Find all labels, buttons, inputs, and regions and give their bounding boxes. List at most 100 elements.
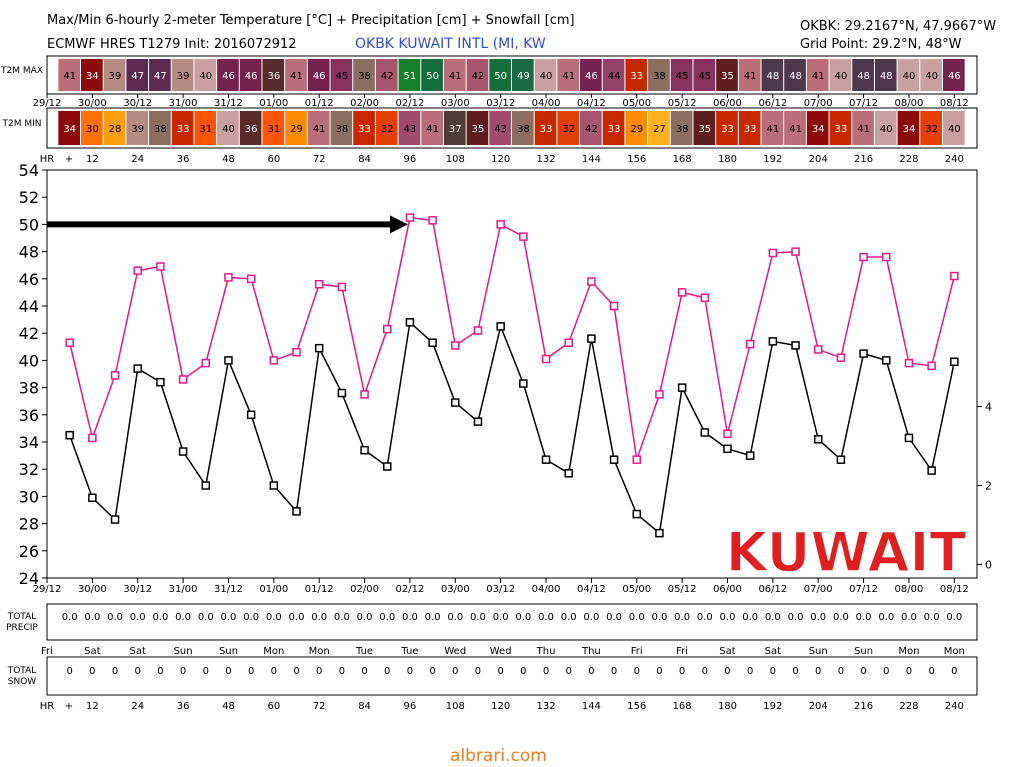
hr-tick-label: + bbox=[65, 154, 73, 165]
strip-top-date-tick-label: 07/12 bbox=[849, 98, 878, 109]
hr-bottom-tick-label: 180 bbox=[718, 701, 737, 712]
snow-value: 0 bbox=[543, 666, 549, 677]
t2m-min-cell bbox=[103, 111, 126, 145]
precip-value: 0.0 bbox=[924, 612, 940, 623]
plot-bottom-date-tick-label: 02/00 bbox=[350, 584, 379, 595]
t2m-min-cell bbox=[738, 111, 761, 145]
max-temperature-point bbox=[587, 277, 596, 286]
t2m-max-cell-value: 40 bbox=[199, 71, 212, 82]
snow-value: 0 bbox=[770, 666, 776, 677]
right-y-tick-label: 0 bbox=[985, 558, 992, 571]
precip-value: 0.0 bbox=[878, 612, 894, 623]
max-temperature-point bbox=[360, 390, 369, 399]
min-temperature-point bbox=[791, 341, 800, 350]
strip-top-date-tick-label: 08/12 bbox=[940, 98, 969, 109]
plot-bottom-date-tick-label: 03/00 bbox=[441, 584, 470, 595]
max-temperature-point bbox=[813, 345, 823, 354]
t2m-max-cell bbox=[693, 59, 716, 91]
y-tick-label: 24 bbox=[19, 569, 39, 588]
hr-tick-label: 132 bbox=[536, 154, 555, 165]
min-temperature-point bbox=[314, 343, 324, 353]
max-temperature-point bbox=[564, 338, 573, 347]
snow-value: 0 bbox=[656, 666, 662, 677]
precip-value: 0.0 bbox=[221, 612, 237, 623]
min-temperature-point bbox=[451, 398, 460, 407]
plot-bottom-date-tick-label: 05/00 bbox=[622, 584, 651, 595]
day-label: Sun bbox=[174, 646, 193, 657]
t2m-max-cell bbox=[126, 59, 149, 91]
hr-tick-label: 48 bbox=[222, 154, 235, 165]
t2m-min-cell-value: 42 bbox=[585, 124, 598, 135]
precip-value: 0.0 bbox=[84, 612, 100, 623]
t2m-max-cell bbox=[443, 59, 466, 91]
t2m-max-cell bbox=[398, 59, 421, 91]
precip-value: 0.0 bbox=[674, 612, 690, 623]
t2m-max-cell bbox=[330, 59, 353, 91]
min-temperature-point bbox=[745, 451, 755, 460]
hr-tick-label: 216 bbox=[854, 154, 873, 165]
t2m-max-cell-value: 39 bbox=[109, 71, 122, 82]
max-temperature-point bbox=[609, 301, 619, 311]
t2m-min-cell-value: 38 bbox=[517, 124, 530, 135]
strip-top-date-tick-label: 06/00 bbox=[713, 98, 742, 109]
y-tick-label: 44 bbox=[19, 297, 39, 316]
day-label: Wed bbox=[490, 646, 512, 657]
min-temperature-point bbox=[156, 377, 165, 387]
snow-value: 0 bbox=[588, 666, 594, 677]
t2m-min-cell-value: 34 bbox=[903, 124, 916, 135]
t2m-max-cell-value: 45 bbox=[676, 71, 689, 82]
hr-tick-label: 168 bbox=[673, 154, 692, 165]
max-temperature-point bbox=[65, 338, 74, 347]
snow-value: 0 bbox=[203, 666, 209, 677]
hr-bottom-tick-label: 168 bbox=[673, 701, 692, 712]
precip-value: 0.0 bbox=[651, 612, 667, 623]
y-tick-label: 46 bbox=[19, 270, 39, 289]
y-tick-label: 38 bbox=[19, 379, 39, 398]
strip-top-date-tick-label: 01/00 bbox=[259, 98, 288, 109]
snow-value: 0 bbox=[883, 666, 889, 677]
t2m-min-cell bbox=[648, 111, 670, 145]
t2m-min-cell bbox=[602, 111, 625, 145]
t2m-min-cell-value: 43 bbox=[494, 124, 507, 135]
snow-value: 0 bbox=[452, 666, 458, 677]
precip-value: 0.0 bbox=[765, 612, 781, 623]
t2m-max-cell bbox=[829, 59, 852, 91]
t2m-min-cell-value: 33 bbox=[744, 124, 757, 135]
hr-tick-label: 192 bbox=[763, 154, 782, 165]
t2m-min-cell bbox=[375, 111, 398, 145]
t2m-min-cell-value: 40 bbox=[222, 124, 235, 135]
t2m-min-cell bbox=[897, 111, 920, 145]
max-temperature-point bbox=[224, 273, 233, 282]
t2m-min-cell bbox=[194, 111, 217, 145]
t2m-min-cell-value: 33 bbox=[835, 124, 848, 135]
precip-value: 0.0 bbox=[311, 612, 327, 623]
snow-value: 0 bbox=[906, 666, 912, 677]
max-temperature-point bbox=[133, 266, 142, 275]
max-temperature-point bbox=[882, 252, 891, 262]
t2m-min-cell-value: 33 bbox=[721, 124, 734, 135]
snow-value: 0 bbox=[815, 666, 821, 677]
plot-bottom-date-tick-label: 30/12 bbox=[123, 584, 152, 595]
day-label: Sun bbox=[854, 646, 873, 657]
t2m-min-cell bbox=[285, 111, 307, 145]
hr-row-label: HR bbox=[40, 154, 55, 165]
t2m-max-cell bbox=[466, 59, 489, 91]
min-temperature-line bbox=[68, 320, 956, 535]
snow-value: 0 bbox=[407, 666, 413, 677]
max-temperature-point bbox=[791, 247, 800, 256]
t2m-min-cell bbox=[58, 111, 81, 145]
t2m-max-cell-value: 41 bbox=[63, 71, 76, 82]
t2m-max-cell-value: 45 bbox=[336, 71, 349, 82]
t2m-min-cell bbox=[421, 111, 443, 145]
y-tick-label: 50 bbox=[19, 215, 39, 234]
t2m-min-cell-value: 35 bbox=[472, 124, 485, 135]
max-temperature-point bbox=[859, 252, 868, 262]
hr-tick-label: 36 bbox=[177, 154, 190, 165]
hr-tick-label: 84 bbox=[358, 154, 371, 165]
precip-value: 0.0 bbox=[583, 612, 599, 623]
t2m-max-cell-value: 46 bbox=[948, 71, 961, 82]
t2m-min-cell bbox=[942, 111, 965, 145]
precip-value: 0.0 bbox=[810, 612, 826, 623]
t2m-min-cell bbox=[920, 111, 942, 145]
min-temperature-point bbox=[360, 445, 369, 455]
